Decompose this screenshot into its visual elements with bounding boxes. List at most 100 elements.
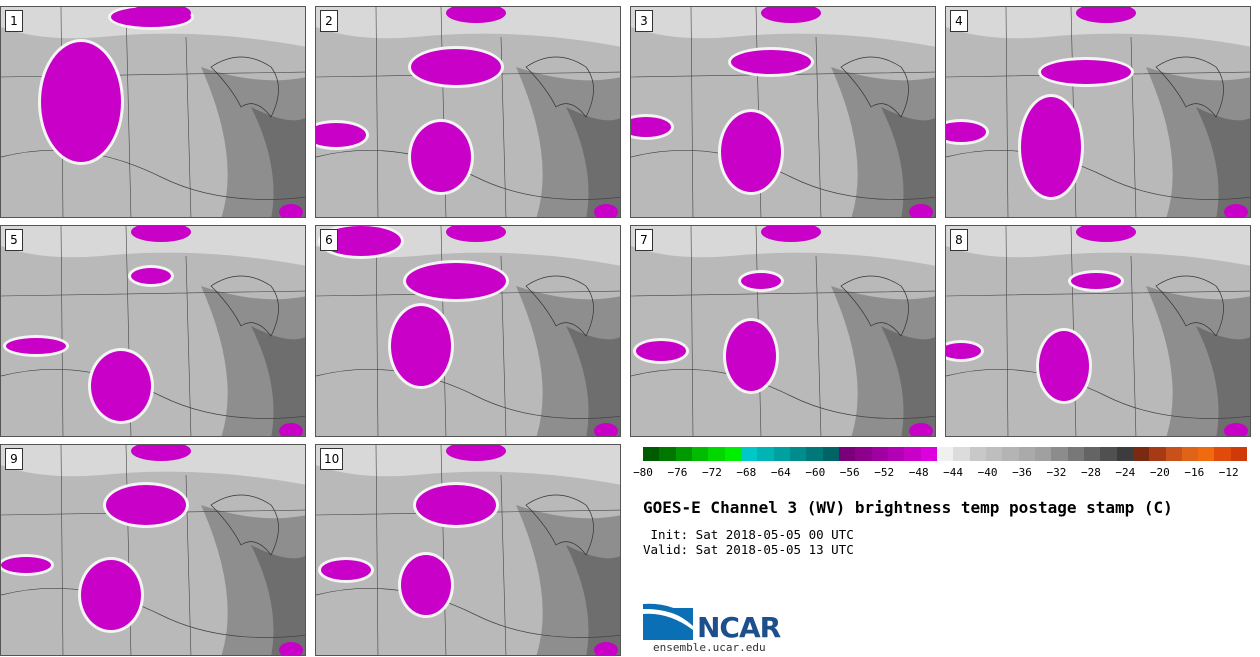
great-lakes — [1155, 275, 1224, 337]
cold-cloud-region — [1071, 273, 1121, 289]
stamp-panel-10: 10 — [315, 444, 621, 656]
cold-cloud-region — [131, 268, 171, 284]
cold-cloud-region — [279, 204, 303, 217]
state-border — [1, 588, 305, 638]
moist-band — [946, 226, 1250, 266]
colorbar-swatch — [1034, 447, 1052, 461]
cold-cloud-region — [406, 263, 506, 299]
state-border — [316, 150, 620, 200]
cold-cloud-region — [721, 112, 781, 192]
colorbar-tick-label: −20 — [1149, 466, 1170, 479]
cold-cloud-region — [131, 445, 191, 461]
cold-cloud-region — [446, 7, 506, 23]
state-border — [1, 226, 305, 436]
colorbar-swatch — [1067, 447, 1084, 461]
cold-cloud-region — [1039, 331, 1089, 401]
cold-cloud-region — [631, 117, 671, 137]
cold-cloud-region — [594, 642, 618, 655]
dry-core — [566, 326, 620, 436]
panel-number: 3 — [635, 10, 653, 32]
colorbar-tick-label: −24 — [1115, 466, 1136, 479]
map — [631, 7, 935, 217]
cold-cloud-region — [41, 42, 121, 162]
dry-core — [1196, 326, 1250, 436]
stamp-panel-7: 7 — [630, 225, 936, 437]
init-time: Init: Sat 2018-05-05 00 UTC — [643, 527, 854, 542]
moist-band — [1, 226, 305, 266]
colorbar-swatch — [691, 447, 709, 461]
colorbar-swatch — [1083, 447, 1101, 461]
colorbar — [643, 447, 1248, 461]
stamp-panel-4: 4 — [945, 6, 1251, 218]
colorbar-swatch — [1002, 447, 1019, 461]
cold-cloud-region — [946, 122, 986, 142]
stamp-panel-3: 3 — [630, 6, 936, 218]
colorbar-swatch — [904, 447, 921, 461]
colorbar-tick-label: −56 — [839, 466, 860, 479]
cold-cloud-region — [321, 560, 371, 580]
cold-cloud-region — [1041, 60, 1131, 84]
cold-cloud-region — [391, 306, 451, 386]
cold-cloud-region — [1076, 226, 1136, 242]
state-border — [316, 588, 620, 638]
cold-cloud-region — [1021, 97, 1081, 197]
dry-core — [251, 107, 305, 217]
colorbar-swatch — [789, 447, 807, 461]
map — [946, 7, 1250, 217]
cold-cloud-region — [416, 485, 496, 525]
colorbar-swatch — [1165, 447, 1182, 461]
panel-number: 10 — [320, 448, 344, 470]
map — [946, 226, 1250, 436]
colorbar-tick-label: −52 — [874, 466, 895, 479]
colorbar-swatch — [708, 447, 725, 461]
state-border — [946, 369, 1250, 419]
colorbar-swatch — [920, 447, 937, 461]
colorbar-swatch — [806, 447, 823, 461]
map — [631, 226, 935, 436]
great-lakes — [525, 494, 594, 556]
cold-cloud-region — [279, 642, 303, 655]
cold-cloud-region — [321, 226, 401, 256]
panel-number: 8 — [950, 229, 968, 251]
dry-core — [251, 545, 305, 655]
great-lakes — [210, 275, 279, 337]
colorbar-swatch — [953, 447, 970, 461]
colorbar-swatch — [936, 447, 954, 461]
great-lakes — [1155, 56, 1224, 118]
great-lakes — [525, 56, 594, 118]
moist-band — [631, 7, 935, 47]
great-lakes — [840, 56, 909, 118]
panel-number: 5 — [5, 229, 23, 251]
colorbar-tick-label: −16 — [1184, 466, 1205, 479]
cold-cloud-region — [6, 338, 66, 354]
cold-cloud-region — [761, 7, 821, 23]
colorbar-tick-label: −40 — [977, 466, 998, 479]
cold-cloud-region — [401, 555, 451, 615]
colorbar-tick-label: −44 — [943, 466, 964, 479]
moist-band — [316, 7, 620, 47]
panel-number: 2 — [320, 10, 338, 32]
dry-core — [566, 545, 620, 655]
state-border — [1, 369, 305, 419]
cold-cloud-region — [106, 485, 186, 525]
stamp-panel-1: 1 — [0, 6, 306, 218]
colorbar-swatch — [724, 447, 741, 461]
cold-cloud-region — [91, 351, 151, 421]
moist-band — [316, 445, 620, 485]
colorbar-swatch — [1198, 447, 1215, 461]
dry-core — [881, 326, 935, 436]
cold-cloud-region — [446, 226, 506, 242]
map — [1, 7, 305, 217]
colorbar-swatch — [838, 447, 856, 461]
dry-core — [566, 107, 620, 217]
colorbar-swatch — [1181, 447, 1199, 461]
colorbar-tick-label: −28 — [1080, 466, 1101, 479]
colorbar-swatch — [659, 447, 676, 461]
colorbar-swatch — [887, 447, 905, 461]
panel-number: 9 — [5, 448, 23, 470]
colorbar-swatch — [740, 447, 758, 461]
cold-cloud-region — [1224, 204, 1248, 217]
moist-band — [631, 226, 935, 266]
map — [1, 445, 305, 655]
colorbar-swatch — [822, 447, 839, 461]
